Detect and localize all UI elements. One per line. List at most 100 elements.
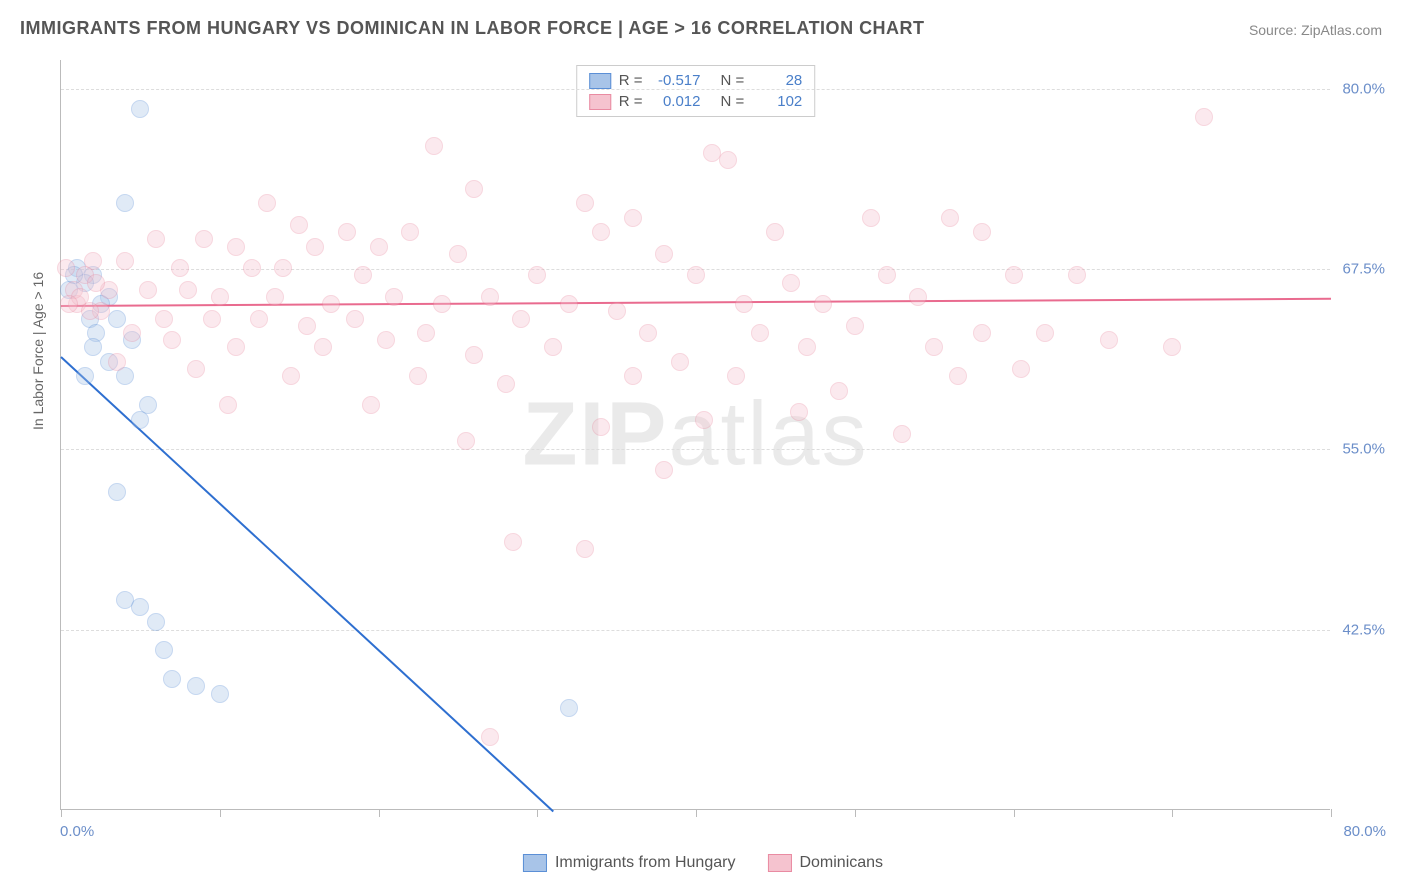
data-point [671,353,689,371]
gridline [61,630,1330,631]
data-point [465,180,483,198]
data-point [179,281,197,299]
legend-series-name: Dominicans [799,854,883,872]
x-axis-max-label: 80.0% [1343,823,1386,840]
data-point [147,613,165,631]
watermark-text: ZIPatlas [522,383,868,486]
x-tick [61,809,62,817]
data-point [243,259,261,277]
legend-correlation-row: R =-0.517N =28 [589,70,803,91]
data-point [81,302,99,320]
x-tick [1014,809,1015,817]
legend-r-value: -0.517 [651,72,701,89]
legend-swatch [767,854,791,872]
legend-n-label: N = [721,93,745,110]
legend-series-name: Immigrants from Hungary [555,854,736,872]
data-point [735,295,753,313]
legend-swatch [589,73,611,89]
data-point [211,685,229,703]
data-point [814,295,832,313]
legend-r-label: R = [619,93,643,110]
data-point [1195,108,1213,126]
data-point [576,194,594,212]
x-tick [537,809,538,817]
data-point [655,245,673,263]
chart-title: IMMIGRANTS FROM HUNGARY VS DOMINICAN IN … [20,18,925,39]
data-point [909,288,927,306]
data-point [385,288,403,306]
data-point [87,274,105,292]
data-point [727,367,745,385]
data-point [751,324,769,342]
correlation-legend: R =-0.517N =28R =0.012N =102 [576,65,816,117]
data-point [227,238,245,256]
data-point [624,367,642,385]
data-point [687,266,705,284]
data-point [1036,324,1054,342]
legend-swatch [523,854,547,872]
data-point [60,295,78,313]
data-point [282,367,300,385]
x-tick [1172,809,1173,817]
data-point [306,238,324,256]
data-point [409,367,427,385]
data-point [338,223,356,241]
data-point [116,194,134,212]
source-link[interactable]: ZipAtlas.com [1301,22,1382,38]
data-point [655,461,673,479]
data-point [941,209,959,227]
data-point [314,338,332,356]
data-point [481,288,499,306]
data-point [481,728,499,746]
data-point [84,338,102,356]
gridline [61,449,1330,450]
data-point [949,367,967,385]
data-point [560,295,578,313]
data-point [211,288,229,306]
data-point [219,396,237,414]
data-point [830,382,848,400]
data-point [123,324,141,342]
data-point [116,252,134,270]
data-point [766,223,784,241]
data-point [465,346,483,364]
data-point [203,310,221,328]
data-point [846,317,864,335]
y-tick-label: 55.0% [1342,441,1385,458]
data-point [624,209,642,227]
data-point [504,533,522,551]
data-point [1163,338,1181,356]
data-point [187,360,205,378]
data-point [592,223,610,241]
data-point [592,418,610,436]
data-point [346,310,364,328]
y-tick-label: 42.5% [1342,621,1385,638]
legend-n-value: 28 [752,72,802,89]
data-point [1012,360,1030,378]
data-point [528,266,546,284]
data-point [973,223,991,241]
data-point [163,670,181,688]
legend-swatch [589,94,611,110]
series-legend: Immigrants from Hungary Dominicans [523,854,883,872]
x-tick [855,809,856,817]
data-point [322,295,340,313]
data-point [576,540,594,558]
data-point [250,310,268,328]
data-point [449,245,467,263]
data-point [790,403,808,421]
data-point [131,411,149,429]
source-prefix: Source: [1249,22,1301,38]
data-point [139,281,157,299]
data-point [878,266,896,284]
data-point [227,338,245,356]
data-point [298,317,316,335]
data-point [639,324,657,342]
x-tick [1331,809,1332,817]
data-point [258,194,276,212]
data-point [274,259,292,277]
data-point [862,209,880,227]
data-point [608,302,626,320]
data-point [354,266,372,284]
data-point [973,324,991,342]
